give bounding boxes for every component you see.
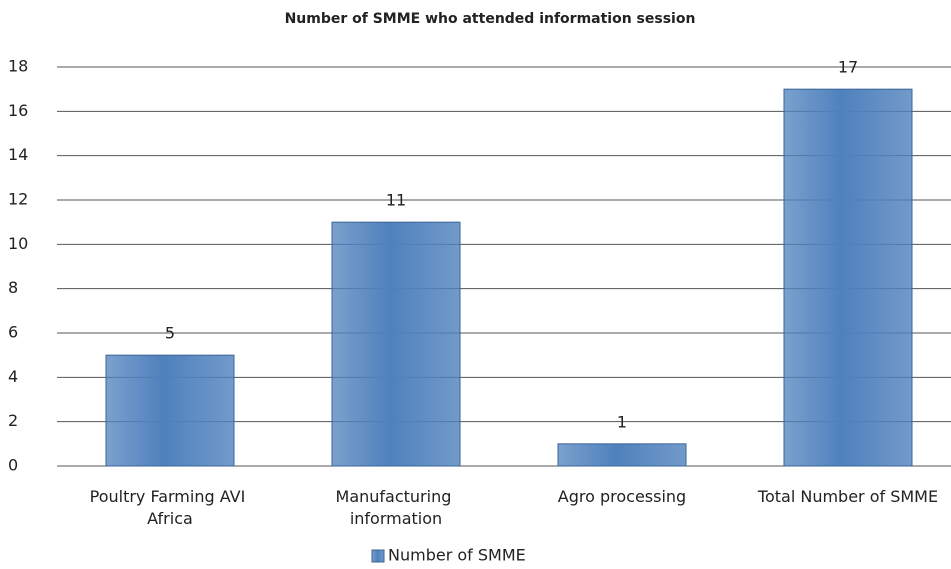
legend-label: Number of SMME bbox=[388, 546, 526, 565]
data-label: 1 bbox=[617, 412, 627, 431]
x-tick-label: Poultry Farming AVI Africa bbox=[90, 487, 251, 528]
bar bbox=[105, 354, 235, 467]
legend-swatch bbox=[371, 549, 385, 563]
x-tick-label: Total Number of SMME bbox=[757, 487, 938, 506]
data-label: 5 bbox=[165, 324, 175, 343]
y-tick-label: 16 bbox=[8, 101, 28, 120]
x-tick-label: Manufacturing information bbox=[336, 487, 457, 528]
x-tick-label: Agro processing bbox=[558, 487, 686, 506]
chart-title: Number of SMME who attended information … bbox=[285, 11, 696, 27]
y-tick-label: 4 bbox=[8, 367, 18, 386]
bar bbox=[557, 443, 687, 467]
y-tick-label: 12 bbox=[8, 190, 28, 209]
y-tick-label: 2 bbox=[8, 411, 18, 430]
y-tick-label: 10 bbox=[8, 234, 28, 253]
y-tick-label: 8 bbox=[8, 278, 18, 297]
y-tick-label: 18 bbox=[8, 57, 28, 76]
y-tick-label: 14 bbox=[8, 145, 28, 164]
y-tick-label: 6 bbox=[8, 323, 18, 342]
bar bbox=[783, 88, 913, 467]
data-label: 11 bbox=[386, 191, 406, 210]
data-label: 17 bbox=[838, 58, 858, 77]
bar bbox=[331, 221, 461, 467]
y-tick-label: 0 bbox=[8, 456, 18, 475]
